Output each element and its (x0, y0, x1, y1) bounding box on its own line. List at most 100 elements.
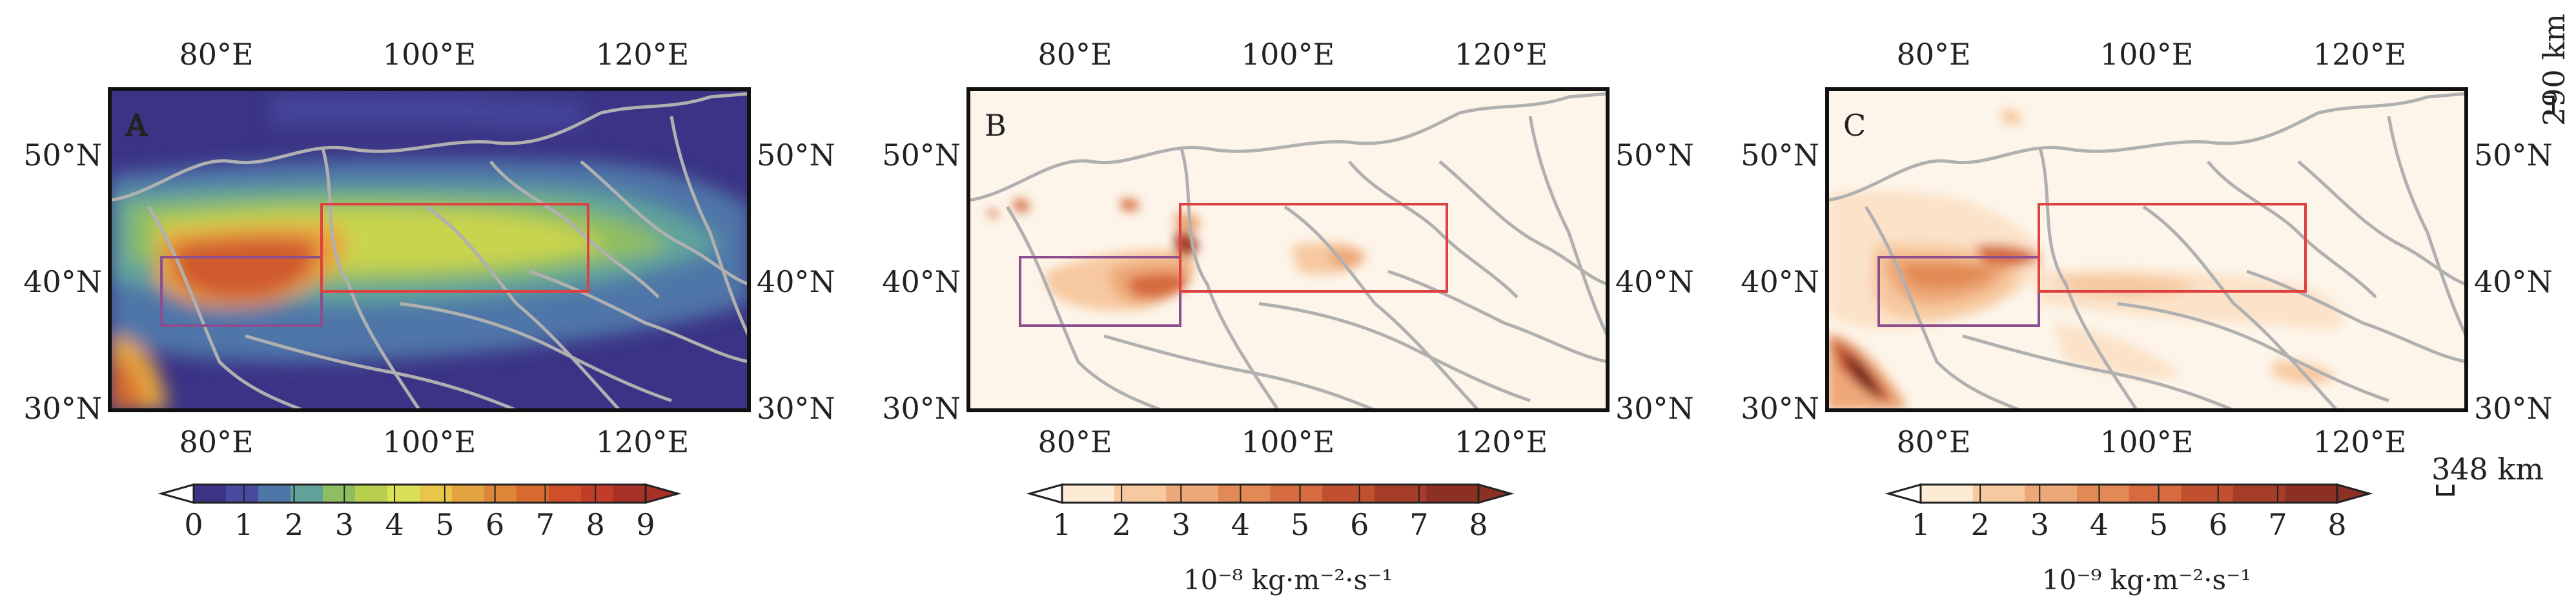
panel-b-colorbar-tick-label: 6 (1350, 507, 1369, 542)
panel-c-colorbar-tick-label: 3 (2030, 507, 2049, 542)
panel-b-lat-left-40: 40°N (882, 264, 961, 299)
panel-c-colorbar-swatch (2076, 485, 2129, 503)
panel-c-lon-top-120: 120°E (2313, 37, 2406, 72)
panel-a-colorbar-tick-label: 3 (335, 507, 354, 542)
panel-a-colorbar-swatch (452, 485, 485, 503)
panel-c-colorbar-swatch (2233, 485, 2285, 503)
panel-a-lat-right-40: 40°N (757, 264, 835, 299)
panel-c-colorbar-swatch (2129, 485, 2182, 503)
panel-b-colorbar-tick-label: 3 (1172, 507, 1191, 542)
horizontal-scale-bar: 348 km (2431, 452, 2544, 496)
panel-a-borders (110, 92, 749, 410)
panel-b-lon-top-120: 120°E (1455, 37, 1548, 72)
panel-c-lon-top-80: 80°E (1896, 37, 1970, 72)
panel-a-colorbar-swatch (420, 485, 453, 503)
panel-a-frame (108, 87, 751, 412)
panel-a-lat-left-30: 30°N (23, 391, 102, 426)
panel-b-colorbar-swatch (1166, 485, 1219, 503)
panel-c-lat-right-30: 30°N (2474, 391, 2553, 426)
panel-c-colorbar-swatch (1921, 485, 1974, 503)
panel-b-lat-right-40: 40°N (1615, 264, 1694, 299)
panel-a-colorbar-swatch (387, 485, 420, 503)
panel-b-lon-top-100: 100°E (1242, 37, 1334, 72)
panel-c-unit-label: 10⁻⁹ kg·m⁻²·s⁻¹ (2042, 564, 2251, 596)
panel-a-colorbar-tick-label: 4 (385, 507, 404, 542)
panel-a-colorbar-swatch (291, 485, 323, 503)
panel-a-lon-bottom-100: 100°E (383, 425, 476, 459)
panel-c-colorbar: 1 2 3 4 5 6 7 8 (1885, 483, 2373, 542)
panel-c-lon-top-100: 100°E (2100, 37, 2193, 72)
panel-a-colorbar-extend-min (158, 483, 195, 504)
panel-a: A (108, 87, 751, 412)
panel-a-colorbar-swatch (226, 485, 259, 503)
panel-a-lon-bottom-120: 120°E (596, 425, 689, 459)
panel-c-colorbar-tick-label: 2 (1971, 507, 1990, 542)
panel-b-colorbar-tick-label: 2 (1112, 507, 1131, 542)
panel-a-colorbar-tick-label: 0 (184, 507, 203, 542)
panel-a-colorbar-swatch (549, 485, 582, 503)
panel-c-field (1827, 89, 2466, 410)
panel-b-colorbar-tick-label: 1 (1052, 507, 1071, 542)
panel-b-colorbar-swatch (1270, 485, 1323, 503)
panel-a-colorbar-tick-label: 5 (435, 507, 454, 542)
horizontal-scale-label: 348 km (2431, 452, 2544, 487)
panel-c-colorbar-tick-label: 4 (2090, 507, 2109, 542)
panel-b-frame (966, 87, 1610, 412)
panel-b-colorbar-extend-min (1026, 483, 1063, 504)
panel-a-colorbar-tick-label: 8 (586, 507, 605, 542)
panel-b-lat-left-50: 50°N (882, 138, 961, 173)
panel-b-colorbar: 1 2 3 4 5 6 7 8 (1026, 483, 1515, 542)
panel-a-lon-top-120: 120°E (596, 37, 689, 72)
panel-b-colorbar-tick-label: 5 (1291, 507, 1309, 542)
panel-c-east-box (2038, 203, 2307, 293)
panel-b-lon-bottom-100: 100°E (1242, 425, 1334, 459)
panel-c-colorbar-swatch (1972, 485, 2025, 503)
panel-a-colorbar-swatch (581, 485, 614, 503)
panel-a-colorbar-swatch (194, 485, 227, 503)
panel-a-colorbar-swatch (613, 485, 646, 503)
panel-b-colorbar-swatch (1374, 485, 1427, 503)
panel-a-field (110, 89, 749, 410)
panel-b-lat-right-50: 50°N (1615, 138, 1694, 173)
panel-b-colorbar-swatch (1426, 485, 1479, 503)
panel-a-colorbar-tick-label: 1 (234, 507, 253, 542)
panel-a-colorbar-tick-label: 9 (636, 507, 655, 542)
panel-a-colorbar-swatch (516, 485, 549, 503)
vertical-scale-bar: 290 km (2537, 14, 2571, 126)
panel-c: C (1825, 87, 2468, 412)
panel-c-lat-left-40: 40°N (1741, 264, 1819, 299)
panel-b-colorbar-extend-max (1477, 483, 1515, 504)
panel-b-colorbar-swatch (1062, 485, 1115, 503)
panel-b-lon-top-80: 80°E (1038, 37, 1112, 72)
panel-c-colorbar-tick-label: 1 (1911, 507, 1930, 542)
panel-a-colorbar-swatch (355, 485, 388, 503)
panel-a-colorbar-swatch (323, 485, 356, 503)
panel-c-lon-bottom-80: 80°E (1896, 425, 1970, 459)
panel-c-colorbar-tick-label: 5 (2149, 507, 2168, 542)
panel-c-lon-bottom-120: 120°E (2313, 425, 2406, 459)
axis-labels: 80°E 100°E 120°E 80°E 100°E 120°E 50°N 4… (23, 37, 2553, 459)
panel-a-lat-right-30: 30°N (757, 391, 835, 426)
panel-a-colorbar-swatch (258, 485, 291, 503)
vertical-scale-label: 290 km (2537, 14, 2571, 126)
panel-a-lat-left-40: 40°N (23, 264, 102, 299)
panel-b-colorbar-tick-label: 8 (1469, 507, 1487, 542)
panel-c-lat-left-30: 30°N (1741, 391, 1819, 426)
panel-c-colorbar-swatch (2025, 485, 2078, 503)
panel-a-label: A (125, 108, 148, 143)
panel-b-colorbar-swatch (1322, 485, 1375, 503)
panel-b-field (968, 89, 1608, 410)
panel-c-colorbar-extend-min (1885, 483, 1922, 504)
panel-c-lat-right-40: 40°N (2474, 264, 2553, 299)
panel-c-frame (1825, 87, 2468, 412)
panel-a-lat-right-50: 50°N (757, 138, 835, 173)
panel-a-lon-top-80: 80°E (179, 37, 253, 72)
panel-c-colorbar-swatch (2181, 485, 2234, 503)
panel-b-unit-label: 10⁻⁸ kg·m⁻²·s⁻¹ (1183, 564, 1393, 596)
panel-c-colorbar-tick-label: 6 (2209, 507, 2227, 542)
panel-b-borders (968, 92, 1608, 410)
panel-a-colorbar-tick-label: 2 (285, 507, 303, 542)
panel-a-colorbar-swatch (484, 485, 517, 503)
